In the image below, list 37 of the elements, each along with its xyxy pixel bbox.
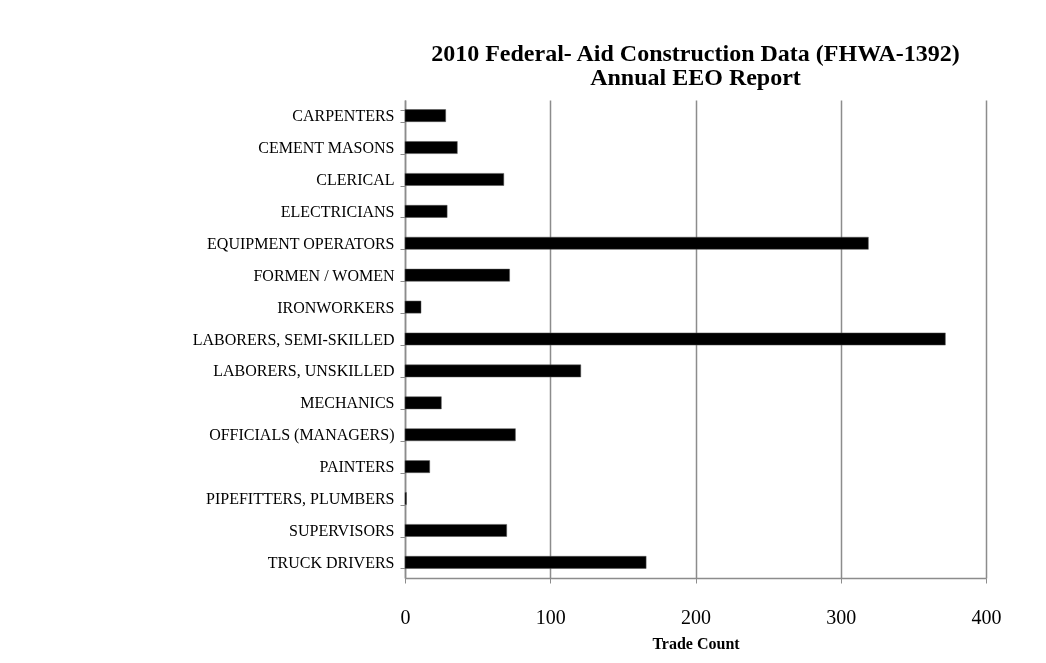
bar bbox=[404, 109, 446, 122]
y-tick-label: PAINTERS bbox=[319, 458, 395, 476]
y-tick-label: SUPERVISORS bbox=[289, 521, 395, 539]
bar bbox=[404, 205, 448, 218]
y-tick-label: CARPENTERS bbox=[292, 107, 395, 125]
bar bbox=[404, 300, 422, 314]
chart-title: 2010 Federal- Aid Construction Data (FHWA-1392) bbox=[431, 40, 960, 66]
x-tick-label: 200 bbox=[681, 605, 711, 628]
y-tick-label: MECHANICS bbox=[300, 394, 395, 412]
x-axis-title: Trade Count bbox=[652, 634, 741, 652]
y-tick-label: LABORERS, SEMI-SKILLED bbox=[192, 330, 395, 348]
bar bbox=[404, 556, 647, 569]
bar bbox=[404, 236, 869, 250]
chart-subtitle: Annual EEO Report bbox=[590, 64, 801, 90]
y-tick-label: TRUCK DRIVERS bbox=[267, 553, 395, 571]
y-tick-label: FORMEN / WOMEN bbox=[253, 266, 395, 284]
x-tick-label: 0 bbox=[400, 605, 411, 628]
bar bbox=[404, 268, 510, 282]
bar bbox=[404, 396, 442, 410]
x-tick-label: 400 bbox=[971, 605, 1002, 628]
bar bbox=[404, 428, 516, 442]
x-tick-label: 100 bbox=[535, 605, 566, 628]
y-tick-label: IRONWORKERS bbox=[277, 298, 395, 316]
bar bbox=[404, 364, 581, 378]
y-tick-label: PIPEFITTERS, PLUMBERS bbox=[206, 490, 395, 508]
bar bbox=[404, 460, 430, 473]
y-tick-label: CEMENT MASONS bbox=[258, 139, 395, 157]
x-tick-label: 300 bbox=[826, 605, 857, 628]
bar bbox=[404, 524, 507, 537]
y-tick-label: LABORERS, UNSKILLED bbox=[213, 362, 395, 380]
bar bbox=[404, 332, 946, 346]
y-tick-label: OFFICIALS (MANAGERS) bbox=[209, 426, 395, 445]
y-tick-label: CLERICAL bbox=[316, 170, 395, 188]
y-tick-label: EQUIPMENT OPERATORS bbox=[207, 234, 395, 252]
bar bbox=[404, 173, 505, 186]
bar bbox=[404, 141, 458, 154]
y-tick-label: ELECTRICIANS bbox=[280, 202, 395, 220]
